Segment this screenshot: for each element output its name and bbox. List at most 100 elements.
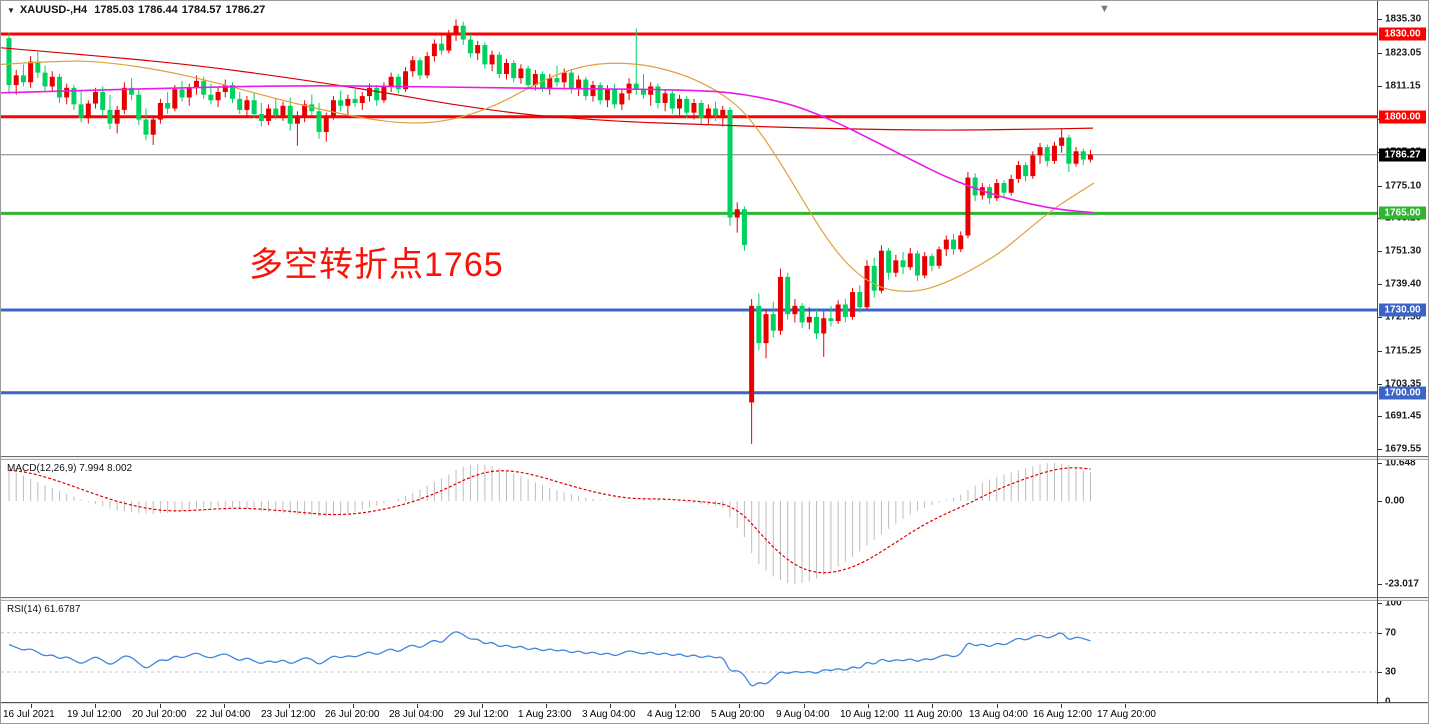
time-label: 10 Aug 12:00 bbox=[840, 709, 899, 720]
time-label: 23 Jul 12:00 bbox=[261, 709, 316, 720]
time-label: 19 Jul 12:00 bbox=[67, 709, 122, 720]
time-tick-mark bbox=[417, 704, 418, 708]
price-tick-label: 0.00 bbox=[1385, 495, 1405, 507]
ma-magenta bbox=[1, 85, 1094, 214]
price-tick-mark bbox=[1378, 53, 1382, 55]
time-tick-mark bbox=[160, 704, 161, 708]
price-tick-mark bbox=[1378, 383, 1382, 385]
time-tick-mark bbox=[610, 704, 611, 708]
chart-title: ▼ XAUUSD-,H4 1785.03 1786.44 1784.57 1786.27 bbox=[7, 4, 269, 16]
price-tick-label: 1715.25 bbox=[1385, 345, 1422, 357]
macd-chart-canvas[interactable] bbox=[1, 460, 1377, 597]
time-label: 5 Aug 20:00 bbox=[711, 709, 765, 720]
time-label: 20 Jul 20:00 bbox=[132, 709, 187, 720]
time-label: 16 Aug 12:00 bbox=[1033, 709, 1092, 720]
price-axis[interactable]: 1835.301823.051811.151799.251787.351775.… bbox=[1378, 1, 1428, 707]
ma-red bbox=[1, 47, 1094, 131]
chart-shift-marker-icon[interactable]: ▼ bbox=[1099, 3, 1110, 15]
time-tick-mark bbox=[1125, 704, 1126, 708]
time-label: 9 Aug 04:00 bbox=[776, 709, 830, 720]
ma-layer bbox=[1, 47, 1095, 292]
price-tick-mark bbox=[1378, 583, 1382, 585]
price-tick-mark bbox=[1378, 416, 1382, 418]
symbol-dropdown-icon[interactable]: ▼ bbox=[7, 6, 15, 15]
time-label: 28 Jul 04:00 bbox=[389, 709, 444, 720]
main-chart-panel[interactable]: ▼ XAUUSD-,H4 1785.03 1786.44 1784.57 1786.27… bbox=[1, 1, 1378, 456]
time-tick-mark bbox=[546, 704, 547, 708]
price-tick-mark bbox=[1378, 284, 1382, 286]
quote-low: 1784.57 bbox=[181, 4, 222, 16]
time-tick-mark bbox=[224, 704, 225, 708]
chart-text-annotation[interactable]: 多空转折点1765 bbox=[249, 246, 504, 284]
price-tick-mark bbox=[1378, 632, 1382, 634]
time-label: 22 Jul 04:00 bbox=[196, 709, 251, 720]
quote-close: 1786.27 bbox=[225, 4, 266, 16]
price-tick-label: 1823.05 bbox=[1385, 47, 1422, 59]
macd-indicator-panel[interactable]: MACD(12,26,9) 7.994 8.002 bbox=[1, 460, 1378, 597]
time-tick-mark bbox=[739, 704, 740, 708]
macd-histogram bbox=[8, 462, 1091, 584]
price-tick-mark bbox=[1378, 316, 1382, 318]
time-tick-mark bbox=[804, 704, 805, 708]
price-label-box: 1700.00 bbox=[1379, 386, 1426, 400]
price-label-box: 1800.00 bbox=[1379, 110, 1426, 124]
ma-orange bbox=[1, 60, 1095, 292]
price-tick-mark bbox=[1378, 185, 1382, 187]
price-tick-label: 1703.35 bbox=[1385, 378, 1422, 390]
time-tick-mark bbox=[675, 704, 676, 708]
price-tick-label: 1811.15 bbox=[1385, 80, 1421, 92]
rsi-indicator-panel[interactable]: RSI(14) 61.6787 bbox=[1, 601, 1378, 702]
time-tick-mark bbox=[997, 704, 998, 708]
main-chart-canvas[interactable] bbox=[1, 1, 1377, 456]
price-axis-divider bbox=[1377, 1, 1378, 704]
time-scale-divider bbox=[1, 702, 1428, 704]
quote-high: 1786.44 bbox=[137, 4, 178, 16]
time-tick-mark bbox=[1061, 704, 1062, 708]
time-tick-mark bbox=[932, 704, 933, 708]
macd-signal-line bbox=[8, 467, 1091, 574]
price-label-box: 1730.00 bbox=[1379, 303, 1426, 317]
price-tick-mark bbox=[1378, 501, 1382, 502]
time-tick-mark bbox=[482, 704, 483, 708]
time-label: 26 Jul 20:00 bbox=[325, 709, 380, 720]
price-label-box: 1786.27 bbox=[1379, 148, 1426, 162]
price-tick-label: 1739.40 bbox=[1385, 278, 1422, 290]
rsi-label: RSI(14) 61.6787 bbox=[7, 604, 81, 615]
time-label: 3 Aug 04:00 bbox=[582, 709, 636, 720]
rsi-line bbox=[8, 631, 1091, 687]
price-label-box: 1765.00 bbox=[1379, 206, 1426, 220]
price-tick-mark bbox=[1378, 672, 1382, 674]
price-label-box: 1830.00 bbox=[1379, 27, 1426, 41]
time-label: 17 Aug 20:00 bbox=[1097, 709, 1156, 720]
time-label: 4 Aug 12:00 bbox=[647, 709, 701, 720]
price-tick-label: 70 bbox=[1385, 627, 1397, 639]
time-tick-mark bbox=[353, 704, 354, 708]
price-tick-label: 1751.30 bbox=[1385, 245, 1422, 257]
time-label: 1 Aug 23:00 bbox=[518, 709, 572, 720]
price-tick-label: 1691.45 bbox=[1385, 410, 1422, 422]
price-tick-label: 1727.50 bbox=[1385, 311, 1422, 323]
panel-splitter[interactable] bbox=[1, 456, 1428, 460]
time-label: 13 Aug 04:00 bbox=[969, 709, 1028, 720]
time-tick-mark bbox=[95, 704, 96, 708]
price-tick-label: 0 bbox=[1385, 696, 1391, 707]
candles-layer bbox=[6, 19, 1093, 444]
price-tick-mark bbox=[1378, 449, 1382, 451]
time-scale[interactable]: 16 Jul 2021 19 Jul 12:00 20 Jul 20:00 22 Ju… bbox=[1, 704, 1428, 723]
panel-splitter[interactable] bbox=[1, 597, 1428, 601]
price-tick-mark bbox=[1378, 251, 1382, 253]
price-tick-label: 10.648 bbox=[1385, 457, 1416, 469]
price-tick-mark bbox=[1378, 603, 1382, 605]
time-tick-mark bbox=[289, 704, 290, 708]
time-label: 11 Aug 20:00 bbox=[904, 709, 963, 720]
price-tick-label: 1835.30 bbox=[1385, 13, 1422, 25]
price-tick-mark bbox=[1378, 350, 1382, 352]
hline-layer bbox=[1, 32, 1377, 395]
rsi-chart-canvas[interactable] bbox=[1, 601, 1377, 702]
price-tick-label: 30 bbox=[1385, 666, 1397, 678]
price-tick-mark bbox=[1378, 462, 1382, 464]
time-tick-mark bbox=[868, 704, 869, 708]
price-tick-label: 1775.10 bbox=[1385, 180, 1422, 192]
price-tick-label: -23.017 bbox=[1385, 578, 1419, 590]
